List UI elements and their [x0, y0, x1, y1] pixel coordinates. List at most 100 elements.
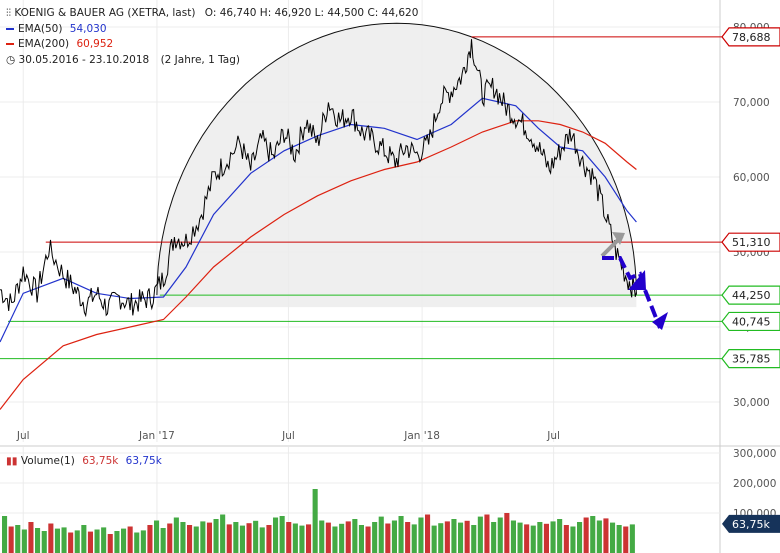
volume-bar [563, 525, 569, 553]
forecast-arrows [600, 232, 668, 330]
volume-bar [35, 528, 41, 553]
volume-bar [596, 520, 602, 553]
volume-bar [510, 520, 516, 553]
volume-bar [444, 521, 450, 553]
volume-bar [524, 524, 530, 553]
volume-bar [266, 525, 272, 553]
volume-bar [471, 525, 477, 553]
price-series [0, 39, 637, 318]
date-range: 30.05.2016 - 23.10.2018 [18, 53, 150, 66]
forecast-arrowhead-2 [652, 312, 668, 330]
volume-bar [193, 526, 199, 553]
volume-bar [405, 522, 411, 553]
volume-bar [154, 520, 160, 553]
volume-bar [557, 519, 563, 553]
volume-bar [312, 489, 318, 553]
x-tick-label: Jul [281, 430, 295, 442]
volume-bar [504, 513, 510, 553]
rounding-top-arc [156, 22, 637, 296]
volume-bar [537, 522, 543, 553]
volume-value-blue: 63,75k [125, 455, 162, 467]
instrument-title: KOENIG & BAUER AG (XETRA, last) [14, 7, 196, 19]
volume-bar [385, 523, 391, 553]
clock-icon: ◷ [6, 53, 16, 66]
level-value: 51,310 [732, 236, 771, 249]
volume-bar [458, 522, 464, 553]
level-label: 35,785 [721, 349, 780, 369]
volume-bar [590, 516, 596, 553]
volume-bar [2, 516, 8, 553]
vol-last-label: 63,75k [722, 514, 780, 533]
volume-bar [372, 522, 378, 553]
volume-bar [114, 531, 120, 553]
volume-bar [21, 529, 27, 553]
volume-bar [259, 527, 265, 553]
volume-bar [391, 520, 397, 553]
volume-bar [365, 526, 371, 553]
volume-bar [616, 525, 622, 553]
volume-bar [623, 526, 629, 553]
rebound-arrowhead [612, 232, 625, 245]
volume-bar [332, 526, 338, 553]
volume-bar [226, 524, 232, 553]
volume-bar [418, 517, 424, 553]
volume-bar [61, 527, 67, 553]
volume-bar [246, 523, 252, 553]
volume-bar [213, 519, 219, 553]
volume-bar [206, 522, 212, 553]
level-value: 35,785 [732, 353, 771, 366]
y-tick-label: 60,000 [733, 172, 770, 184]
forecast-arrow [602, 256, 662, 329]
level-value: 44,250 [732, 289, 771, 302]
volume-bar [550, 521, 556, 553]
vol-tick-label: 300,000 [733, 448, 776, 460]
level-label: 44,250 [721, 285, 780, 305]
volume-bar [87, 531, 93, 553]
volume-bar [319, 520, 325, 553]
volume-bar [28, 522, 34, 553]
volume-bar [279, 516, 285, 553]
volume-bar [352, 519, 358, 553]
volume-bar [543, 523, 549, 553]
volume-bar [577, 522, 583, 553]
volume-bar [464, 520, 470, 553]
volume-bar [425, 514, 431, 553]
volume-bar [477, 516, 483, 553]
volume-bar [220, 514, 226, 553]
level-label: 51,310 [721, 232, 780, 252]
x-tick-label: Jan '18 [403, 430, 440, 442]
volume-bar [187, 525, 193, 553]
volume-label: Volume(1) [20, 455, 75, 467]
y-tick-label: 70,000 [733, 97, 770, 109]
volume-bar [431, 525, 437, 553]
y-tick-label: 30,000 [733, 397, 770, 409]
level-label: 78,688 [721, 27, 780, 47]
volume-bar [81, 525, 87, 553]
volume-bar [378, 516, 384, 553]
ema200-label: EMA(200) [18, 38, 70, 50]
support-resistance-lines: 78,688 51,310 44,250 40,745 35,785 [0, 27, 780, 369]
volume-bar [147, 525, 153, 553]
level-label: 40,745 [721, 311, 780, 332]
volume-value-red: 63,75k [82, 455, 119, 467]
x-tick-label: Jul [546, 430, 560, 442]
volume-bar [180, 522, 186, 553]
volume-bar [325, 522, 331, 553]
ema50-label: EMA(50) [18, 22, 63, 35]
volume-bar [517, 522, 523, 553]
volume-bar [68, 532, 74, 553]
volume-bar [570, 526, 576, 553]
volume-bar [451, 519, 457, 553]
volume-bar [438, 523, 444, 553]
ema200-line [0, 120, 637, 410]
volume-bar [299, 525, 305, 553]
volume-bar [345, 521, 351, 553]
volume-bar [253, 520, 259, 553]
volume-bar [398, 516, 404, 553]
level-value: 40,745 [732, 315, 771, 328]
volume-bar [173, 517, 179, 553]
volume-legend: ▮▮ Volume(1) 63,75k 63,75k [6, 455, 162, 467]
vol-last-value: 63,75k [732, 518, 770, 531]
volume-bar [15, 525, 21, 553]
volume-bar [603, 518, 609, 553]
